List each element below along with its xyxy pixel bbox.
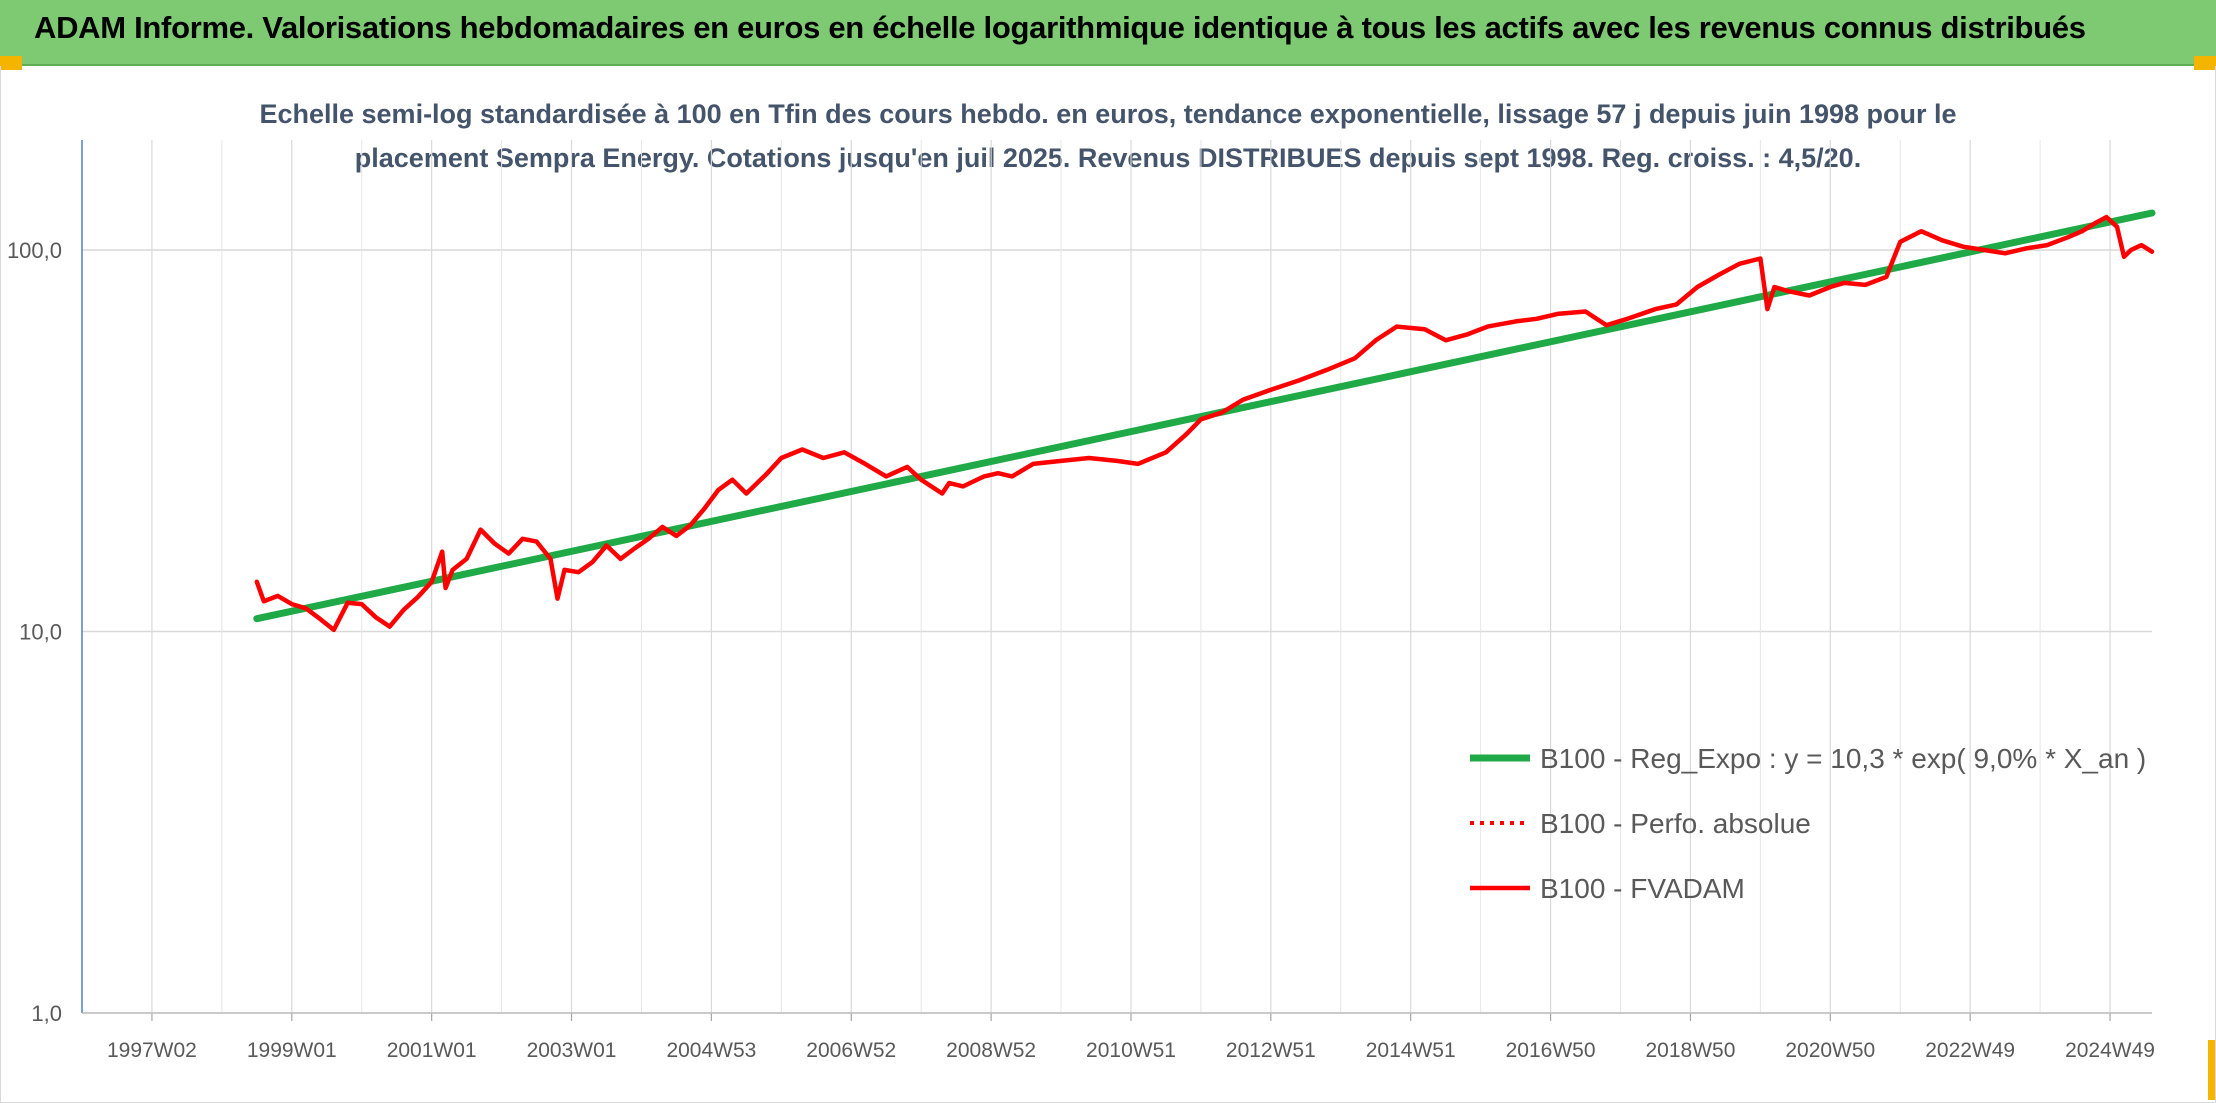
legend-label: B100 - FVADAM xyxy=(1540,873,1745,904)
chart-subtitle: Echelle semi-log standardisée à 100 en T… xyxy=(0,92,2216,180)
x-tick-label: 2012W51 xyxy=(1226,1039,1316,1062)
x-tick-label: 2024W49 xyxy=(2065,1039,2155,1062)
page-title: ADAM Informe. Valorisations hebdomadaire… xyxy=(34,10,2086,45)
corner-marker-right xyxy=(2194,56,2216,70)
legend-label: B100 - Perfo. absolue xyxy=(1540,808,1811,839)
chart-subtitle-line-2: placement Sempra Energy. Cotations jusqu… xyxy=(354,143,1862,173)
axis-layer: 100,0 10,0 1,0 1997W02 1999W01 2001W01 2003W01… xyxy=(7,140,2155,1062)
grid-layer xyxy=(82,140,2152,1014)
x-tick-label: 2010W51 xyxy=(1086,1039,1176,1062)
y-tick-label: 10,0 xyxy=(19,620,62,645)
x-tick-label: 2001W01 xyxy=(387,1039,477,1062)
x-tick-label: 2004W53 xyxy=(666,1039,756,1062)
x-tick-label: 2022W49 xyxy=(1925,1039,2015,1062)
header-bar: ADAM Informe. Valorisations hebdomadaire… xyxy=(0,0,2216,66)
x-tick-label: 2003W01 xyxy=(527,1039,617,1062)
x-tick-label: 2018W50 xyxy=(1645,1039,1735,1062)
series-fvadam-line xyxy=(254,214,2155,633)
x-tick-label: 2016W50 xyxy=(1506,1039,1596,1062)
y-tick-label: 100,0 xyxy=(7,238,62,263)
corner-marker-left xyxy=(0,56,22,70)
x-tick-label: 1999W01 xyxy=(247,1039,337,1062)
x-tick-label: 2008W52 xyxy=(946,1039,1036,1062)
y-tick-label: 1,0 xyxy=(31,1001,62,1026)
series-layer xyxy=(253,209,2156,633)
x-tick-label: 1997W02 xyxy=(107,1039,197,1062)
corner-marker-bottom-right xyxy=(2208,1040,2216,1100)
legend: B100 - Reg_Expo : y = 10,3 * exp( 9,0% *… xyxy=(1470,743,2146,904)
x-tick-label: 2020W50 xyxy=(1785,1039,1875,1062)
x-tick-label: 2014W51 xyxy=(1366,1039,1456,1062)
x-tick-label: 2006W52 xyxy=(806,1039,896,1062)
legend-label: B100 - Reg_Expo : y = 10,3 * exp( 9,0% *… xyxy=(1540,743,2146,774)
chart-subtitle-line-1: Echelle semi-log standardisée à 100 en T… xyxy=(259,99,1957,129)
